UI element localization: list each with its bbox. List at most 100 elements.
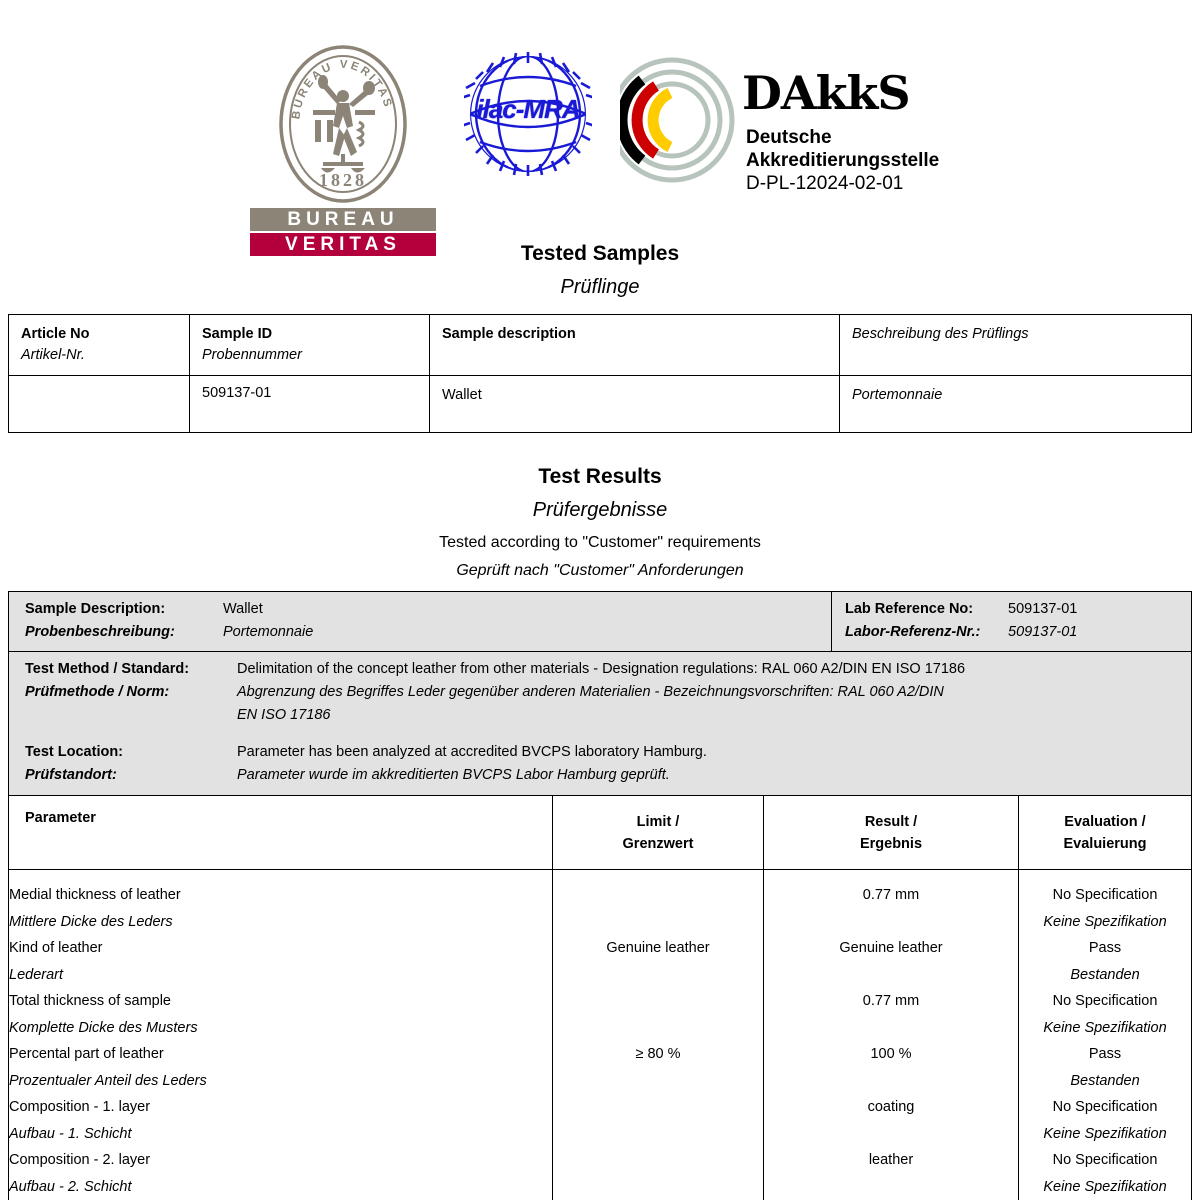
limit-0-spacer [553,909,763,936]
tested-samples-title: Tested Samples [520,242,680,265]
sample-description-group: Sample Description: Probenbeschreibung: … [9,592,831,651]
test-method-value-de-line1: Abgrenzung des Begriffes Leder gegenüber… [237,684,944,700]
param-0-de: Mittlere Dicke des Leders [9,913,173,930]
results-col-result-en: Result / [864,813,918,830]
results-parameter-column: Medial thickness of leather Mittlere Dic… [9,869,553,1200]
header-sample-id-en: Sample ID [202,326,273,342]
sample-description-value-de: Portemonnaie [223,624,314,640]
eval-3-en: Pass [1088,1046,1122,1062]
header-sample-description: Sample description [429,314,840,376]
param-3-de: Prozentualer Anteil des Leders [9,1072,207,1089]
sample-description-labels: Sample Description: Probenbeschreibung: [9,592,223,651]
lab-reference-labels: Lab Reference No: Labor-Referenz-Nr.: [832,592,1008,651]
eval-1-en: Pass [1088,940,1122,956]
result-3: 100 % [870,1046,912,1062]
results-col-parameter: Parameter [9,796,553,870]
param-5-de: Aufbau - 2. Schicht [9,1178,132,1195]
result-0: 0.77 mm [862,887,920,903]
results-col-evaluation-de: Evaluierung [1063,835,1147,852]
limit-1-spacer [553,962,763,989]
cell-sample-description-de-text: Portemonnaie [852,387,943,403]
dakks-wordmark: DAkkS [742,66,911,120]
tested-samples-table: Article No Artikel-Nr. Sample ID Probenn… [8,314,1192,433]
limit-4 [553,1094,763,1121]
test-results-subtitle-en: Tested according to "Customer" requireme… [439,534,761,551]
eval-0-de: Keine Spezifikation [1043,913,1167,930]
results-result-column: 0.77 mm Genuine leather 0.77 mm 100 % co… [763,869,1019,1200]
ilac-globe-icon [464,52,592,176]
test-method-label-en: Test Method / Standard: [25,661,190,677]
dakks-subtitle-line2: Akkreditierungsstelle [746,150,940,171]
sample-description-values: Wallet Portemonnaie [223,592,313,651]
test-location-label-de: Prüfstandort: [25,767,117,783]
param-5-en: Composition - 2. layer [9,1152,151,1168]
logo-bar: BUREAU VERITAS [0,0,1200,256]
table-row: 509137-01 Wallet Portemonnaie [8,375,1192,433]
svg-text:1828: 1828 [319,170,367,190]
ilac-mra-logo: ilac-MRA [464,50,592,178]
dakks-subtitle-line1: Deutsche [746,127,832,148]
test-results-subtitle-de: Geprüft nach "Customer" Anforderungen [456,562,744,579]
results-col-limit-de: Grenzwert [622,835,694,852]
param-2-de: Komplette Dicke des Musters [9,1019,198,1036]
dakks-logo: DAkkS Deutsche Akkreditierungsstelle D-P… [620,48,950,198]
cell-sample-description-en-text: Wallet [442,387,482,403]
limit-2 [553,988,763,1015]
sample-description-label-de: Probenbeschreibung: [25,624,175,640]
limit-1: Genuine leather [606,940,710,956]
limit-5 [553,1147,763,1174]
dakks-accreditation-code: D-PL-12024-02-01 [746,173,904,194]
results-col-limit-en: Limit / [636,813,680,830]
cell-sample-id: 509137-01 [189,375,430,433]
test-method-row-de: Prüfmethode / Norm: Abgrenzung des Begri… [25,681,1181,727]
param-1-en: Kind of leather [9,940,103,956]
results-header-row: Parameter Limit / Grenzwert Result / Erg… [9,796,1191,870]
test-method-row-en: Test Method / Standard: Delimitation of … [25,658,1181,681]
bureau-veritas-seal-icon: BUREAU VERITAS [277,44,409,204]
sample-description-value-en: Wallet [223,601,263,617]
results-col-evaluation-en: Evaluation / [1064,813,1146,830]
test-location-value-en: Parameter has been analyzed at accredite… [237,744,707,760]
eval-2-en: No Specification [1052,993,1158,1009]
results-body-row: Medial thickness of leather Mittlere Dic… [9,869,1191,1200]
lab-reference-label-de: Labor-Referenz-Nr.: [845,624,981,640]
test-method-value-de: Abgrenzung des Begriffes Leder gegenüber… [237,681,1181,727]
test-results-block: Sample Description: Probenbeschreibung: … [8,591,1192,1200]
results-limit-column: Genuine leather ≥ 80 % [552,869,764,1200]
results-table: Parameter Limit / Grenzwert Result / Erg… [9,796,1191,1200]
eval-5-de: Keine Spezifikation [1043,1178,1167,1195]
limit-4-spacer [553,1121,763,1148]
header-article-no-de: Artikel-Nr. [21,347,85,363]
eval-3-de: Bestanden [1070,1072,1140,1089]
test-method-label-de: Prüfmethode / Norm: [25,684,170,700]
tested-samples-title-de: Prüflinge [560,276,640,298]
bureau-veritas-wordmark: BUREAU VERITAS [250,208,436,256]
eval-1-de: Bestanden [1070,966,1140,983]
result-0-spacer [764,909,1018,936]
eval-5-en: No Specification [1052,1152,1158,1168]
test-results-title: Test Results [538,465,662,488]
cell-sample-description-en: Wallet [429,375,840,433]
eval-4-de: Keine Spezifikation [1043,1125,1167,1142]
limit-5-spacer [553,1174,763,1200]
results-col-parameter-label: Parameter [25,810,96,826]
test-location-label-en: Test Location: [25,744,124,760]
param-2-en: Total thickness of sample [9,993,171,1009]
dakks-subtitle: Deutsche Akkreditierungsstelle D-PL-1202… [746,126,939,195]
result-2-spacer [764,1015,1018,1042]
test-results-title-de: Prüfergebnisse [532,499,668,521]
param-1-de: Lederart [9,966,64,983]
result-3-spacer [764,1068,1018,1095]
eval-0-en: No Specification [1052,887,1158,903]
ilac-mra-label: ilac-MRA [476,94,580,124]
eval-2-de: Keine Spezifikation [1043,1019,1167,1036]
header-sample-id: Sample ID Probennummer [189,314,430,376]
eval-4-en: No Specification [1052,1099,1158,1115]
result-1-spacer [764,962,1018,989]
limit-2-spacer [553,1015,763,1042]
limit-0 [553,882,763,909]
bv-band-top-label: BUREAU [250,208,436,231]
result-1: Genuine leather [839,940,943,956]
lab-reference-values: 509137-01 509137-01 [1008,592,1077,651]
header-article-no-en: Article No [21,326,90,342]
